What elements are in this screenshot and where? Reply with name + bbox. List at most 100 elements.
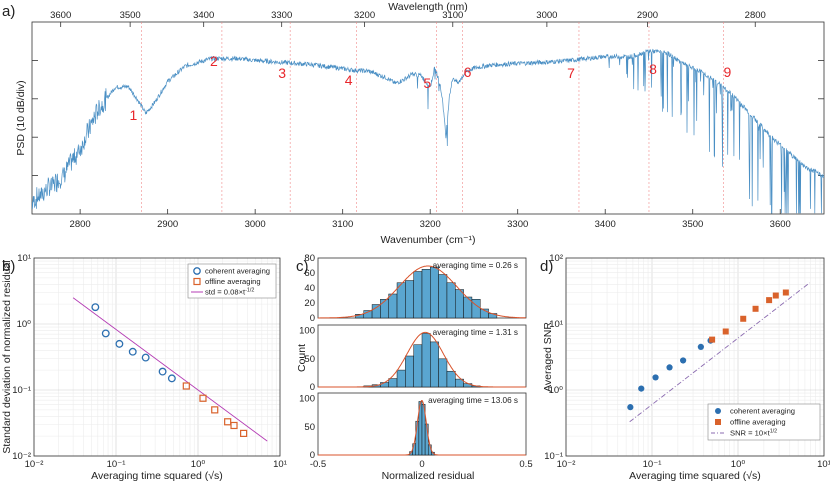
panel-d-legend-offline: offline averaging <box>730 418 786 427</box>
panel-d-y-axis-label: Averaged SNR <box>542 322 554 392</box>
c-bar <box>396 369 406 388</box>
data-point-coherent <box>666 364 673 371</box>
a-marker-label-3: 3 <box>278 65 286 81</box>
c-gaussian-fit <box>318 399 526 456</box>
panel-b-label: b) <box>2 258 15 275</box>
c-ytick-label: 0 <box>310 450 315 461</box>
y-tick-label: 10¹ <box>17 253 31 264</box>
panel-d-legend-fit: SNR = 10×t1/2 <box>730 429 777 438</box>
c-ytick-label: 80 <box>304 253 315 264</box>
panel-d-legend-box <box>707 403 821 441</box>
a-top-tick-label: 2800 <box>745 10 766 21</box>
data-point-offline <box>240 429 248 438</box>
c-ytick-label: 100 <box>299 394 315 405</box>
c-histogram-1: 0 20 40 60 80 averaging time = 0.26 s <box>304 253 527 324</box>
legend-dot-icon <box>715 408 721 414</box>
data-point-offline <box>211 406 219 414</box>
legend-filled-square-icon <box>715 419 721 425</box>
panel-d-legend-coherent: coherent averaging <box>730 407 795 416</box>
a-top-tick-label: 3200 <box>354 10 375 21</box>
panel-b-y-axis-label: Standard deviation of normalized residua… <box>1 260 13 453</box>
panel-c-y-axis-label: Count <box>296 344 308 372</box>
a-marker-label-8: 8 <box>649 61 657 77</box>
data-point-offline <box>752 305 759 312</box>
a-top-tick-label: 2900 <box>637 10 658 21</box>
panel-c-x-axis-label: Normalized residual <box>382 470 475 482</box>
c-ytick-label: 100 <box>299 326 315 337</box>
panel-b-x-axis-label: Averaging time squared (√s) <box>91 470 223 482</box>
panel-b-frame <box>33 257 281 457</box>
panel-a-x-ticks: 2800 2900 3000 3100 3200 3300 3400 3500 3600 <box>70 209 791 230</box>
a-psd-line <box>32 48 824 214</box>
a-top-tick-label: 3300 <box>271 10 292 21</box>
c-annotation: averaging time = 0.26 s <box>433 261 518 270</box>
x-tick-label: 10⁻¹ <box>643 459 662 470</box>
a-xtick-label: 3400 <box>595 219 616 230</box>
data-point-offline <box>740 315 747 322</box>
fit-line <box>72 297 268 442</box>
a-xtick-label: 3500 <box>682 219 703 230</box>
data-point-offline <box>766 297 773 304</box>
c-bar <box>430 341 439 388</box>
fit-line <box>629 282 810 423</box>
panel-a-series <box>32 48 824 214</box>
a-top-tick-label: 3000 <box>536 10 557 21</box>
panel-c-histograms: 0 20 40 60 80 averaging time = 0.26 s 0 50 100 av… <box>299 253 527 461</box>
c-bar <box>413 344 423 388</box>
c-bar <box>446 370 456 388</box>
x-tick-label: 10⁰ <box>731 459 746 470</box>
data-point-offline <box>224 418 232 426</box>
c-ytick-label: 50 <box>304 354 315 365</box>
data-point-coherent <box>115 339 124 348</box>
c-bar <box>405 355 414 388</box>
data-point-offline <box>230 421 238 430</box>
data-point-coherent <box>167 374 176 383</box>
panel-d-legend-fit-text: SNR = 10×t <box>730 429 771 438</box>
data-point-offline <box>182 382 190 390</box>
c-bar <box>455 289 464 319</box>
panel-d-frame <box>565 257 825 457</box>
data-point-coherent <box>627 404 634 411</box>
panel-a: a) 1 2 3 4 5 6 7 8 9 2800 2900 3000 3100 3200 3300 340… <box>2 1 825 246</box>
panel-d-x-axis-label: Averaging time squared (√s) <box>629 470 761 482</box>
panel-b-legend-fit-text: std = 0.08×t <box>205 288 246 297</box>
c-bar <box>388 378 398 388</box>
panel-a-label: a) <box>2 3 15 20</box>
c-bar <box>438 274 448 319</box>
c-bar <box>455 378 464 388</box>
data-point-coherent <box>91 303 100 312</box>
data-point-coherent <box>638 385 645 392</box>
c-bar <box>421 269 431 319</box>
panel-b-legend-coherent: coherent averaging <box>205 267 270 276</box>
c-bar <box>446 282 456 319</box>
data-point-offline <box>199 394 207 402</box>
c-xtick-label: 0 <box>419 459 424 470</box>
panel-b-legend: coherent averaging offline averaging std… <box>187 263 277 299</box>
a-marker-label-2: 2 <box>210 53 218 69</box>
data-point-coherent <box>128 347 137 356</box>
c-bar <box>405 280 414 319</box>
panel-b-legend-fit-exponent: -1/2 <box>245 288 254 294</box>
panel-b-legend-fit: std = 0.08×t-1/2 <box>205 288 254 297</box>
c-xtick-label: -0.5 <box>310 459 326 470</box>
y-tick-label: 10⁰ <box>549 385 564 396</box>
a-xtick-label: 3200 <box>420 219 441 230</box>
panel-a-markers: 1 2 3 4 5 6 7 8 9 <box>129 53 731 123</box>
a-xtick-label: 3600 <box>770 219 791 230</box>
c-ytick-label: 60 <box>304 268 315 279</box>
c-bar <box>371 304 381 319</box>
panel-c: c) 0 20 40 60 80 averaging time = 0.26 s 0 50 10… <box>296 253 533 482</box>
a-xtick-label: 3300 <box>507 219 528 230</box>
data-point-coherent <box>697 343 704 350</box>
panel-a-grid <box>32 60 824 177</box>
panel-d-series <box>627 282 810 423</box>
panel-d-legend: coherent averaging offline averaging SNR… <box>707 403 821 441</box>
c-gaussian-fit <box>318 265 526 319</box>
data-point-offline <box>782 289 789 296</box>
panel-a-frame <box>31 21 825 215</box>
y-tick-label: 10⁻² <box>12 451 31 462</box>
y-tick-label: 10⁻¹ <box>12 385 31 396</box>
c-xtick-label: 0.5 <box>519 459 532 470</box>
y-tick-label: 10⁰ <box>17 319 32 330</box>
c-bar <box>421 333 431 388</box>
